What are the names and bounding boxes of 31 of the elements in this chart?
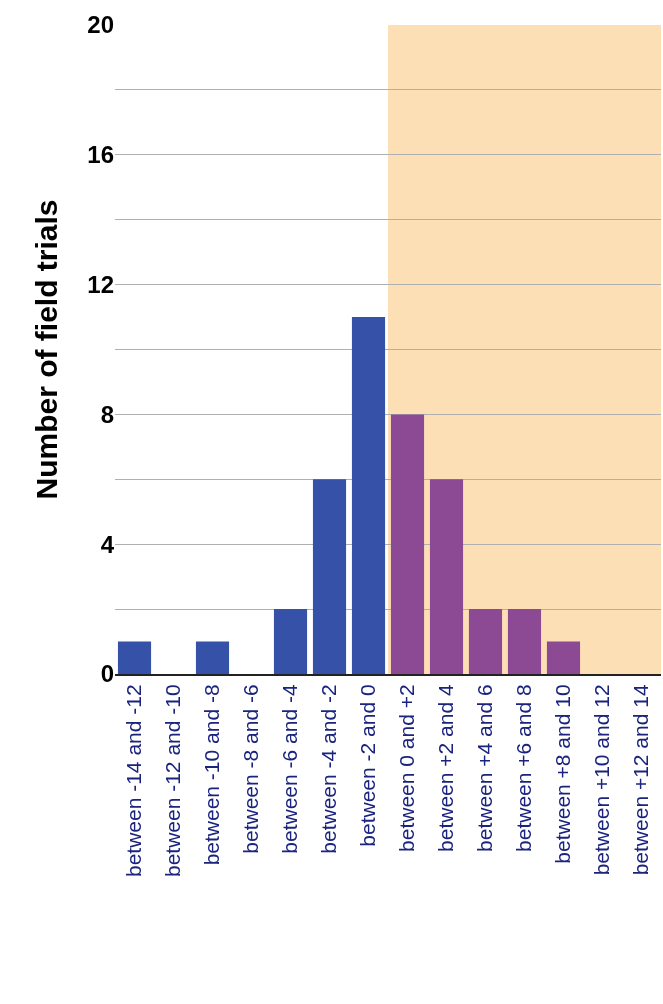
x-tick-label: between -2 and 0 <box>356 684 380 847</box>
x-tick-label: between +4 and 6 <box>473 684 497 852</box>
x-tick-label: between -10 and -8 <box>200 684 224 866</box>
x-tick-label: between -8 and -6 <box>239 684 263 854</box>
bar <box>468 609 503 674</box>
x-tick-label: between 0 and +2 <box>395 684 419 852</box>
bar <box>273 609 308 674</box>
x-tick-label: between -6 and -4 <box>278 684 302 854</box>
y-axis-title: Number of field trials <box>30 199 64 500</box>
bar <box>546 641 581 674</box>
x-tick-label: between +6 and 8 <box>512 684 536 852</box>
y-tick-label: 20 <box>87 11 114 39</box>
x-tick-label: between -12 and -10 <box>161 684 185 878</box>
x-tick-label: between +8 and 10 <box>551 684 575 864</box>
y-tick-label: 12 <box>87 271 114 298</box>
bar <box>312 479 347 674</box>
x-tick-label: between -4 and -2 <box>317 684 341 854</box>
y-tick-label: 4 <box>100 530 115 558</box>
y-tick-label: 16 <box>87 141 114 169</box>
x-tick-label: between -14 and -12 <box>122 684 146 878</box>
bar <box>507 609 542 674</box>
x-tick-label: between +2 and 4 <box>434 684 458 852</box>
y-tick-label: 8 <box>100 400 114 428</box>
y-tick-label: 0 <box>100 660 114 688</box>
bar <box>429 479 464 674</box>
x-tick-label: between +12 and 14 <box>629 684 653 876</box>
x-tick-label: between +10 and 12 <box>590 684 614 876</box>
bar <box>195 641 230 674</box>
bar <box>351 317 386 674</box>
bar <box>117 641 152 674</box>
bar <box>390 414 425 674</box>
